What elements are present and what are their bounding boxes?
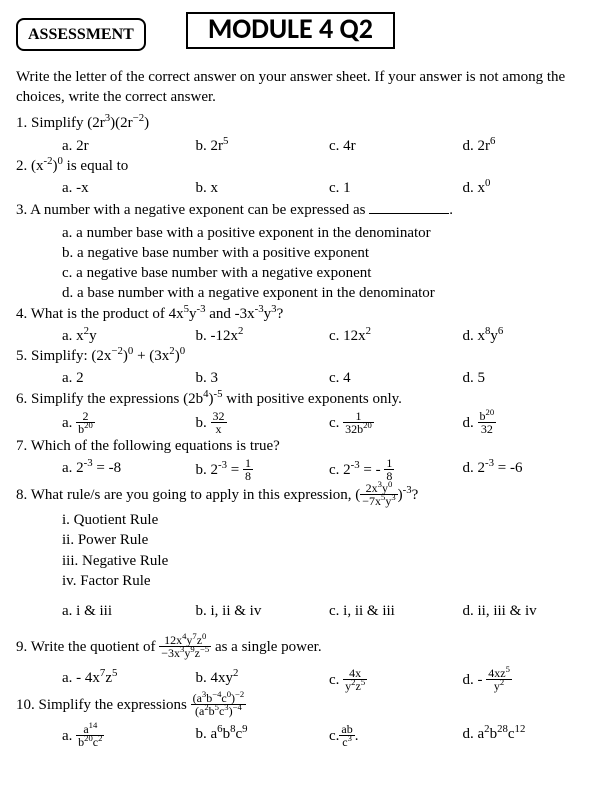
q8-b: b. i, ii & iv <box>196 601 330 621</box>
q8-i: i. Quotient Rule <box>62 510 596 530</box>
q3-d: d. a base number with a negative exponen… <box>62 283 596 303</box>
q7-c: c. 2-3 = - 18 <box>329 458 463 483</box>
q5-b: b. 3 <box>196 368 330 388</box>
q2-choices: a. -x b. x c. 1 d. x0 <box>62 178 596 198</box>
q3-c: c. a negative base number with a negativ… <box>62 263 596 283</box>
q9-d: d. - 4xz5y2 <box>463 668 597 693</box>
q6-d: d. b2032 <box>463 411 597 436</box>
question-4: 4. What is the product of 4x5y-3 and -3x… <box>16 304 596 324</box>
q3-b: b. a negative base number with a positiv… <box>62 243 596 263</box>
q9-c: c. 4xy2z5 <box>329 668 463 693</box>
q9-a: a. - 4x7z5 <box>62 668 196 693</box>
question-2: 2. (x-2)0 is equal to <box>16 156 596 176</box>
q10-c: c.abc3. <box>329 724 463 749</box>
q8-c: c. i, ii & iii <box>329 601 463 621</box>
q2-a: a. -x <box>62 178 196 198</box>
q6-a: a. 2b20 <box>62 411 196 436</box>
q2-d: d. x0 <box>463 178 597 198</box>
question-7: 7. Which of the following equations is t… <box>16 436 596 456</box>
q5-a: a. 2 <box>62 368 196 388</box>
q4-d: d. x8y6 <box>463 326 597 346</box>
q7-a: a. 2-3 = -8 <box>62 458 196 483</box>
q8-choices: a. i & iii b. i, ii & iv c. i, ii & iii … <box>62 601 596 621</box>
q6-choices: a. 2b20 b. 32x c. 132b20 d. b2032 <box>62 411 596 436</box>
q8-iv: iv. Factor Rule <box>62 571 596 591</box>
q4-a: a. x2y <box>62 326 196 346</box>
q9-choices: a. - 4x7z5 b. 4xy2 c. 4xy2z5 d. - 4xz5y2 <box>62 668 596 693</box>
question-3: 3. A number with a negative exponent can… <box>16 198 596 220</box>
blank-line <box>369 198 449 214</box>
q1-a: a. 2r <box>62 136 196 156</box>
q5-c: c. 4 <box>329 368 463 388</box>
q1-c: c. 4r <box>329 136 463 156</box>
q6-c: c. 132b20 <box>329 411 463 436</box>
q3-a: a. a number base with a positive exponen… <box>62 223 596 243</box>
q1-b: b. 2r5 <box>196 136 330 156</box>
question-6: 6. Simplify the expressions (2b4)-5 with… <box>16 389 596 409</box>
q1-stem: 1. Simplify (2r3)(2r−2) <box>16 115 149 131</box>
q8-ii: ii. Power Rule <box>62 530 596 550</box>
question-9: 9. Write the quotient of 12x4y7z0−3x3y9z… <box>16 635 596 660</box>
q1-choices: a. 2r b. 2r5 c. 4r d. 2r6 <box>62 136 596 156</box>
q6-b: b. 32x <box>196 411 330 436</box>
q10-b: b. a6b8c9 <box>196 724 330 749</box>
q7-choices: a. 2-3 = -8 b. 2-3 = 18 c. 2-3 = - 18 d.… <box>62 458 596 483</box>
q1-d: d. 2r6 <box>463 136 597 156</box>
q7-d: d. 2-3 = -6 <box>463 458 597 483</box>
question-10: 10. Simplify the expressions (a3b−4c0)−2… <box>16 693 596 718</box>
q4-choices: a. x2y b. -12x2 c. 12x2 d. x8y6 <box>62 326 596 346</box>
assessment-box: ASSESSMENT <box>16 18 146 52</box>
q4-c: c. 12x2 <box>329 326 463 346</box>
q2-c: c. 1 <box>329 178 463 198</box>
q8-rules: i. Quotient Rule ii. Power Rule iii. Neg… <box>62 510 596 591</box>
q3-choices: a. a number base with a positive exponen… <box>62 223 596 304</box>
q10-choices: a. a14b20c2 b. a6b8c9 c.abc3. d. a2b28c1… <box>62 724 596 749</box>
q8-iii: iii. Negative Rule <box>62 551 596 571</box>
q4-b: b. -12x2 <box>196 326 330 346</box>
q5-d: d. 5 <box>463 368 597 388</box>
q8-a: a. i & iii <box>62 601 196 621</box>
question-5: 5. Simplify: (2x−2)0 + (3x2)0 <box>16 346 596 366</box>
question-1: 1. Simplify (2r3)(2r−2) <box>16 113 596 133</box>
q2-b: b. x <box>196 178 330 198</box>
header: ASSESSMENT MODULE 4 Q2 <box>16 16 596 53</box>
instructions: Write the letter of the correct answer o… <box>16 67 596 108</box>
module-box: MODULE 4 Q2 <box>186 12 395 49</box>
q7-b: b. 2-3 = 18 <box>196 458 330 483</box>
q8-d: d. ii, iii & iv <box>463 601 597 621</box>
q10-d: d. a2b28c12 <box>463 724 597 749</box>
q5-choices: a. 2 b. 3 c. 4 d. 5 <box>62 368 596 388</box>
q10-a: a. a14b20c2 <box>62 724 196 749</box>
question-8: 8. What rule/s are you going to apply in… <box>16 483 596 508</box>
